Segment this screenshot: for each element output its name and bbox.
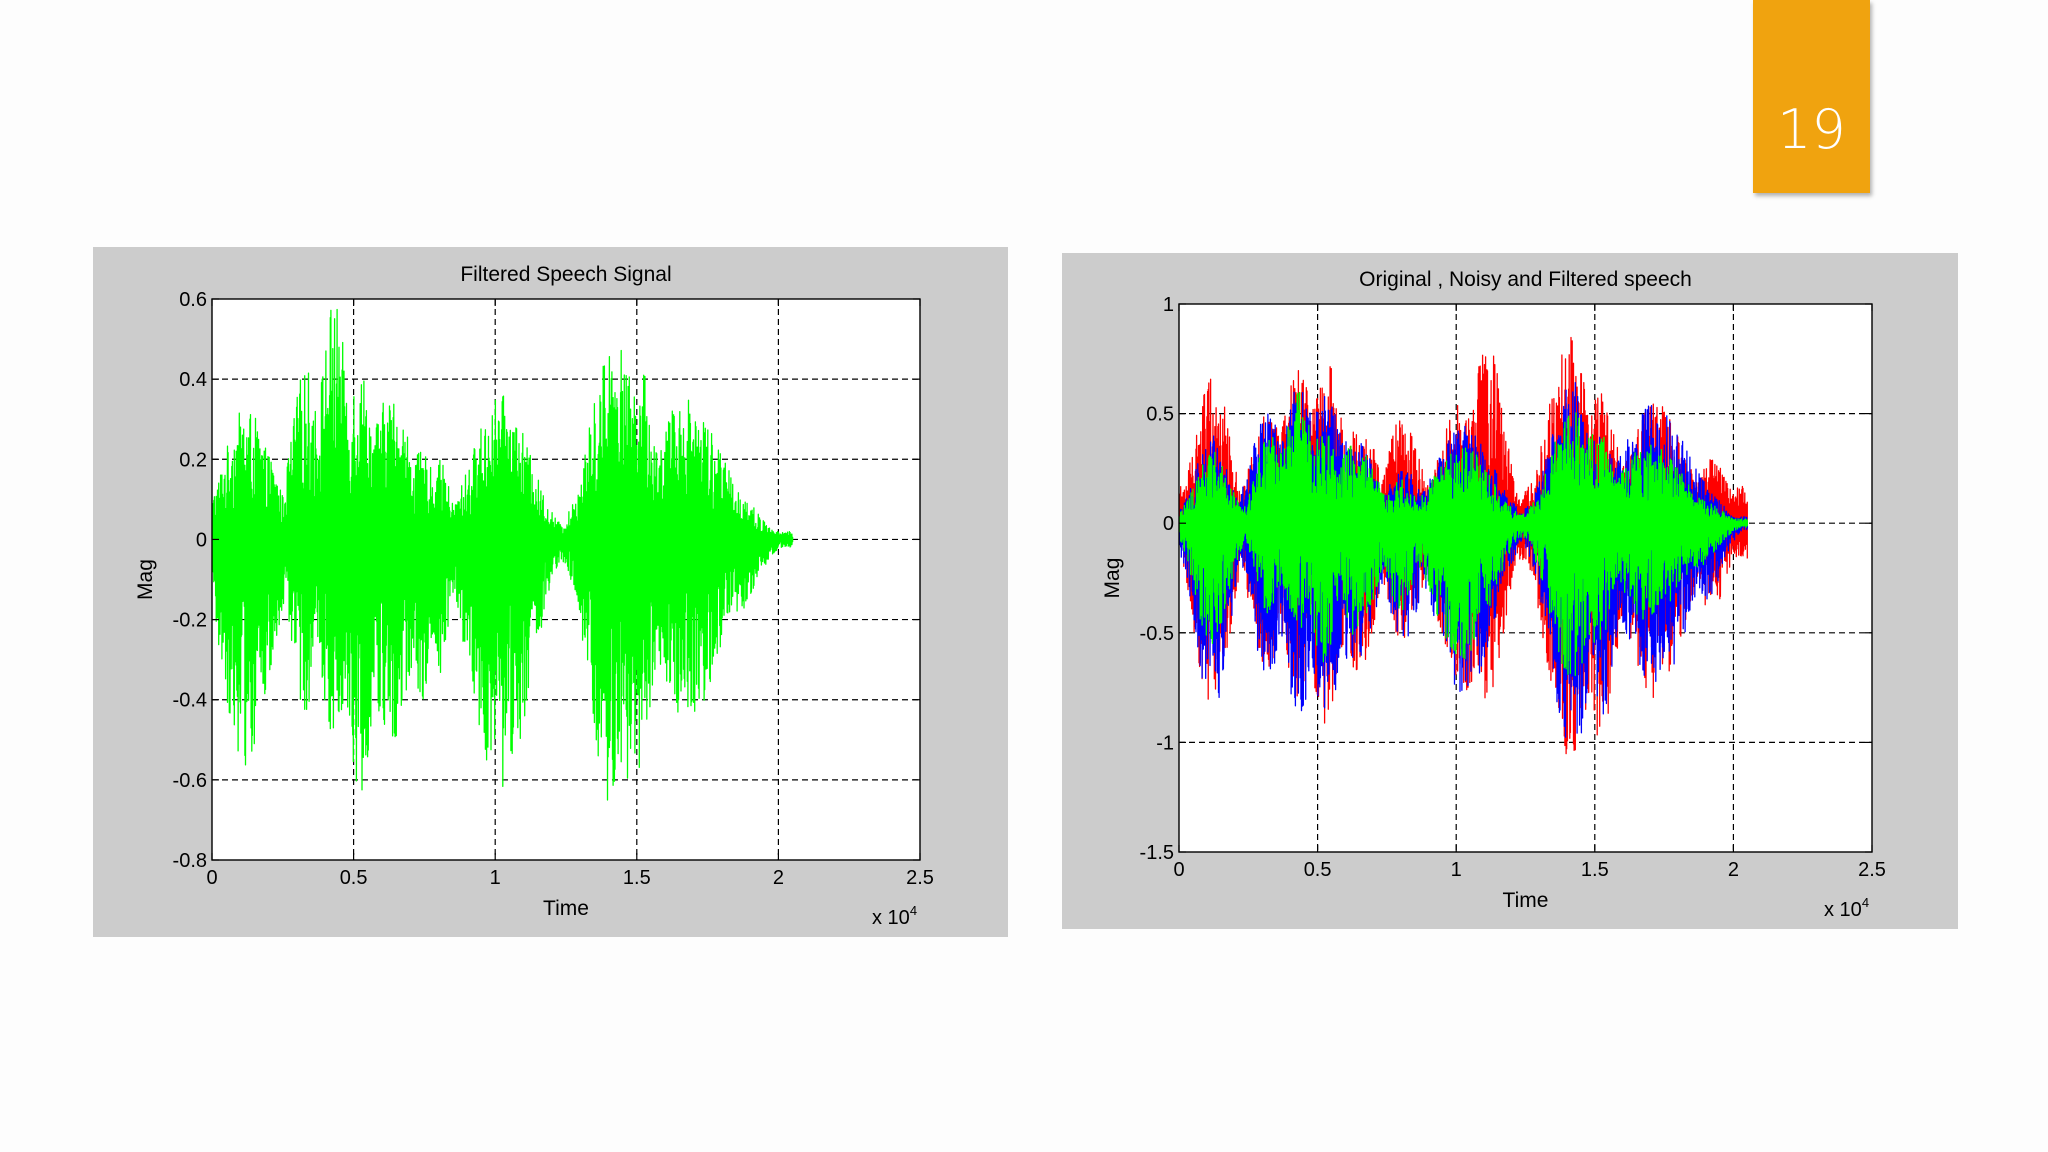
x-tick-label: 2 bbox=[1728, 859, 1739, 881]
x-axis-multiplier: x 104 bbox=[872, 903, 917, 929]
y-tick-label: 0 bbox=[196, 529, 207, 551]
y-tick-label: -0.6 bbox=[173, 770, 207, 792]
y-tick-label: -0.4 bbox=[173, 690, 207, 712]
chart-original-noisy-filtered: 0 0.5 1 1.5 2 2.5 -1.5 -1 -0.5 0 0.5 1 Original , No… bbox=[1101, 268, 1886, 921]
slide-number-badge: 19 bbox=[1753, 0, 1870, 193]
x-tick-label: 0.5 bbox=[340, 867, 368, 889]
y-tick-label: -0.2 bbox=[173, 610, 207, 632]
x-axis-multiplier: x 104 bbox=[1824, 895, 1869, 921]
y-tick-label: 0.6 bbox=[179, 289, 207, 311]
y-tick-label: 0.4 bbox=[179, 369, 207, 391]
x-tick-label: 1.5 bbox=[623, 867, 651, 889]
x-tick-label: 0 bbox=[1173, 859, 1184, 881]
signal-trace-1 bbox=[212, 308, 794, 801]
y-tick-label: -1.5 bbox=[1140, 842, 1174, 864]
chart-title: Original , Noisy and Filtered speech bbox=[1359, 268, 1692, 291]
chart-title: Filtered Speech Signal bbox=[460, 263, 671, 286]
axes-box bbox=[211, 298, 921, 861]
figure-original-noisy-filtered: 0 0.5 1 1.5 2 2.5 -1.5 -1 -0.5 0 0.5 1 Original , No… bbox=[1062, 253, 1958, 929]
slide-number: 19 bbox=[1777, 98, 1846, 161]
x-tick-label: 2.5 bbox=[906, 867, 934, 889]
y-tick-label: 0.5 bbox=[1146, 404, 1174, 426]
y-tick-label: -1 bbox=[1156, 732, 1174, 754]
y-tick-label: -0.8 bbox=[173, 850, 207, 872]
y-axis-label: Mag bbox=[134, 559, 157, 600]
y-axis-label: Mag bbox=[1101, 558, 1124, 599]
chart-filtered-speech: 0 0.5 1 1.5 2 2.5 -0.8 -0.6 -0.4 -0.2 0 0.2 0.4 0.6 Fi… bbox=[134, 263, 934, 929]
x-tick-label: 0 bbox=[206, 867, 217, 889]
y-tick-label: -0.5 bbox=[1140, 623, 1174, 645]
x-tick-label: 1.5 bbox=[1581, 859, 1609, 881]
x-tick-label: 2 bbox=[773, 867, 784, 889]
y-tick-label: 1 bbox=[1163, 294, 1174, 316]
x-tick-label: 1 bbox=[490, 867, 501, 889]
x-axis-label: Time bbox=[1503, 889, 1549, 912]
x-tick-label: 0.5 bbox=[1304, 859, 1332, 881]
signal-trace-3 bbox=[1179, 391, 1748, 677]
y-tick-label: 0 bbox=[1163, 513, 1174, 535]
y-tick-label: 0.2 bbox=[179, 449, 207, 471]
x-tick-label: 2.5 bbox=[1858, 859, 1886, 881]
x-tick-label: 1 bbox=[1451, 859, 1462, 881]
figure-filtered-speech: 0 0.5 1 1.5 2 2.5 -0.8 -0.6 -0.4 -0.2 0 0.2 0.4 0.6 Fi… bbox=[93, 247, 1008, 937]
x-axis-label: Time bbox=[543, 897, 589, 920]
axes-box bbox=[1178, 303, 1873, 853]
